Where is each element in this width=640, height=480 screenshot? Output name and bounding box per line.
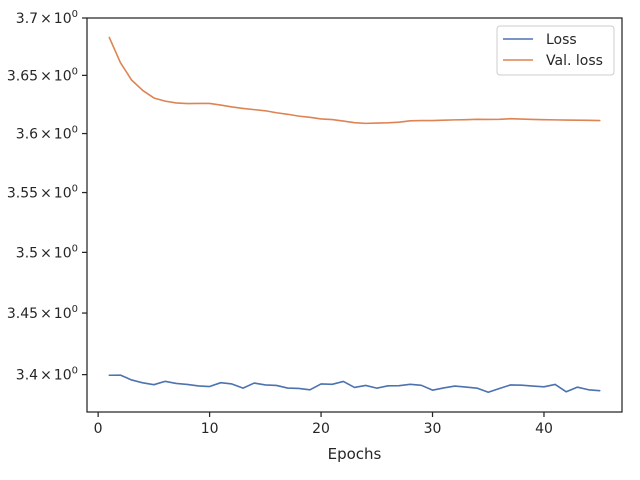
legend: Loss Val. loss [496, 25, 615, 76]
y-tick-label-exp: 0 [72, 9, 78, 20]
y-tick-label-base: 10 [54, 11, 72, 27]
y-tick-label-base: 10 [54, 368, 72, 384]
y-tick-label-mantissa: 3.45 [7, 306, 38, 322]
y-tick-label-mantissa: 3.4 [16, 368, 38, 384]
y-tick-label-base: 10 [54, 68, 72, 84]
legend-items: Loss Val. loss [503, 32, 603, 69]
y-tick-label-exp: 0 [72, 66, 78, 77]
legend-label: Val. loss [546, 53, 603, 69]
x-axis: 0 10 20 30 40 [94, 412, 553, 437]
plot-frame [86, 17, 623, 413]
y-tick-label: 3.6 × 100 [16, 125, 78, 143]
x-tick-label: 40 [535, 421, 553, 437]
y-tick-label: 3.45 × 100 [7, 304, 78, 322]
y-tick-label-mantissa: 3.7 [16, 11, 38, 27]
y-tick-label-exp: 0 [72, 184, 78, 195]
legend-label: Loss [546, 32, 577, 48]
y-tick-label-exp: 0 [72, 243, 78, 254]
y-tick-label-times: × [40, 127, 52, 143]
x-tick-label: 30 [424, 421, 442, 437]
y-tick-label-exp: 0 [72, 366, 78, 377]
y-tick-label-times: × [40, 368, 52, 384]
y-tick-label-base: 10 [54, 127, 72, 143]
series-layer [108, 36, 601, 394]
y-tick-label: 3.55 × 100 [7, 184, 78, 202]
y-tick-label-times: × [40, 68, 52, 84]
y-tick-label-mantissa: 3.55 [7, 186, 38, 202]
y-tick-label-mantissa: 3.5 [16, 245, 38, 261]
y-tick-label-base: 10 [54, 245, 72, 261]
y-tick-label: 3.4 × 100 [16, 366, 78, 384]
y-tick-label-times: × [40, 245, 52, 261]
plot-area [86, 17, 623, 413]
x-tick-label: 10 [201, 421, 219, 437]
y-tick-label-base: 10 [54, 186, 72, 202]
y-tick-label-times: × [40, 11, 52, 27]
series-line-val-loss [108, 36, 601, 125]
y-tick-label: 3.7 × 100 [16, 9, 78, 27]
series-line-loss [108, 374, 601, 394]
y-tick-label-mantissa: 3.6 [16, 127, 38, 143]
x-tick-label: 20 [312, 421, 330, 437]
y-tick-label-times: × [40, 186, 52, 202]
x-tick-label: 0 [94, 421, 103, 437]
y-tick-label-times: × [40, 306, 52, 322]
y-tick-label: 3.65 × 100 [7, 66, 78, 84]
x-axis-label: Epochs [328, 445, 382, 463]
y-tick-label-base: 10 [54, 306, 72, 322]
y-tick-label: 3.5 × 100 [16, 243, 78, 261]
y-tick-label-exp: 0 [72, 125, 78, 136]
y-tick-label-exp: 0 [72, 304, 78, 315]
y-tick-label-mantissa: 3.65 [7, 68, 38, 84]
